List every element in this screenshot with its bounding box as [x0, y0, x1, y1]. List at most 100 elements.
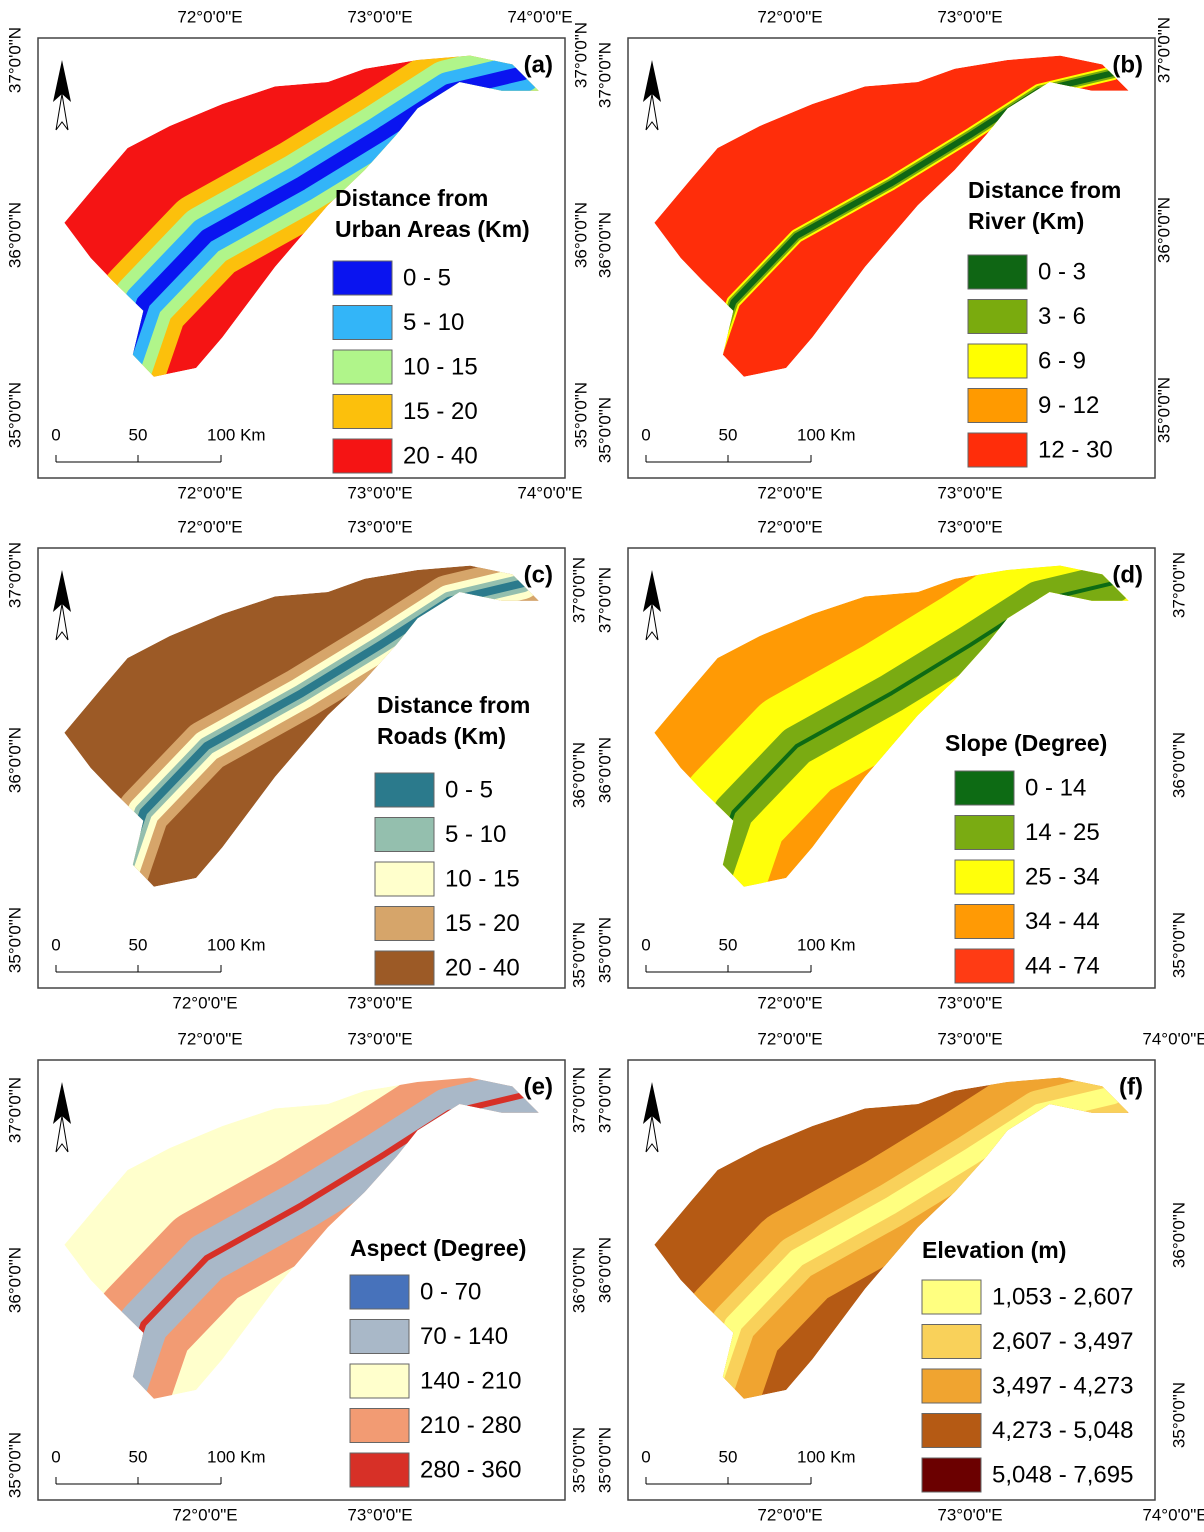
- legend-swatch: [968, 389, 1027, 423]
- lon-label: 72°0'0"E: [757, 7, 822, 26]
- legend-label: 6 - 9: [1038, 347, 1086, 374]
- legend-label: 0 - 3: [1038, 258, 1086, 285]
- lon-label: 73°0'0"E: [347, 1029, 412, 1048]
- legend-label: 4,273 - 5,048: [992, 1417, 1133, 1444]
- lon-label: 72°0'0"E: [757, 1505, 822, 1524]
- lon-label: 73°0'0"E: [347, 517, 412, 536]
- legend-swatch: [922, 1280, 981, 1314]
- lat-label: 35°0'0"N: [5, 1432, 24, 1498]
- legend-label: 5,048 - 7,695: [992, 1461, 1133, 1488]
- scale-label: 50: [129, 935, 148, 954]
- legend-title: Roads (Km): [377, 723, 506, 749]
- legend-label: 20 - 40: [445, 954, 520, 981]
- panel-label: (e): [524, 1073, 553, 1100]
- lon-label: 73°0'0"E: [937, 1505, 1002, 1524]
- legend-label: 25 - 34: [1025, 863, 1100, 890]
- lon-label: 74°0'0"E: [517, 483, 582, 502]
- legend-label: 12 - 30: [1038, 436, 1113, 463]
- lat-label: 37°0'0"N: [5, 542, 24, 608]
- panel-label: (f): [1119, 1073, 1143, 1100]
- lat-label: 36°0'0"N: [595, 737, 614, 803]
- scale-label: 0: [641, 1447, 650, 1466]
- scale-label: 50: [719, 935, 738, 954]
- legend-swatch: [968, 433, 1027, 467]
- legend-title: Distance from: [377, 692, 530, 718]
- legend-title: Urban Areas (Km): [335, 216, 530, 242]
- legend-swatch: [968, 255, 1027, 289]
- panel-label: (a): [524, 51, 553, 78]
- scale-label: 100 Km: [207, 1447, 266, 1466]
- panel-label: (c): [524, 561, 553, 588]
- legend-label: 2,607 - 3,497: [992, 1328, 1133, 1355]
- lon-label: 74°0'0"E: [1142, 1505, 1204, 1524]
- panel-label: (b): [1112, 51, 1143, 78]
- lat-label: 35°0'0"N: [5, 382, 24, 448]
- legend-label: 5 - 10: [445, 821, 506, 848]
- legend-label: 15 - 20: [403, 398, 478, 425]
- lon-label: 73°0'0"E: [347, 7, 412, 26]
- legend-title: Slope (Degree): [945, 730, 1107, 756]
- lat-label: 37°0'0"N: [1154, 17, 1173, 83]
- scale-label: 100 Km: [207, 935, 266, 954]
- lat-label: 36°0'0"N: [5, 1247, 24, 1313]
- lon-label: 72°0'0"E: [172, 1505, 237, 1524]
- legend-swatch: [922, 1458, 981, 1492]
- legend-label: 0 - 70: [420, 1278, 481, 1305]
- legend-label: 3 - 6: [1038, 303, 1086, 330]
- legend-label: 280 - 360: [420, 1456, 521, 1483]
- legend-label: 1,053 - 2,607: [992, 1283, 1133, 1310]
- legend-swatch: [350, 1409, 409, 1443]
- legend-swatch: [955, 949, 1014, 983]
- legend-swatch: [968, 300, 1027, 334]
- legend-swatch: [968, 344, 1027, 378]
- lon-label: 72°0'0"E: [177, 483, 242, 502]
- lon-label: 72°0'0"E: [177, 517, 242, 536]
- legend-label: 70 - 140: [420, 1323, 508, 1350]
- legend-swatch: [350, 1275, 409, 1309]
- legend-swatch: [955, 771, 1014, 805]
- lat-label: 35°0'0"N: [595, 1427, 614, 1493]
- lon-label: 73°0'0"E: [347, 993, 412, 1012]
- lon-label: 72°0'0"E: [172, 993, 237, 1012]
- lon-label: 72°0'0"E: [757, 993, 822, 1012]
- legend-swatch: [922, 1325, 981, 1359]
- lon-label: 74°0'0"E: [507, 7, 572, 26]
- legend-title: Aspect (Degree): [350, 1235, 526, 1261]
- legend-label: 0 - 5: [403, 264, 451, 291]
- legend-title: River (Km): [968, 208, 1084, 234]
- figure: (a) 72°0'0"E 73°0'0"E 74°0'0"E 72°0'0"E 73°0'…: [0, 0, 1204, 1527]
- legend-title: Distance from: [968, 177, 1121, 203]
- lon-label: 74°0'0"E: [1142, 1029, 1204, 1048]
- legend-swatch: [375, 818, 434, 852]
- scale-label: 50: [719, 1447, 738, 1466]
- lat-label: 37°0'0"N: [595, 567, 614, 633]
- lat-label: 36°0'0"N: [571, 202, 590, 268]
- legend-swatch: [922, 1369, 981, 1403]
- lon-label: 72°0'0"E: [757, 517, 822, 536]
- legend-label: 5 - 10: [403, 309, 464, 336]
- legend-label: 15 - 20: [445, 910, 520, 937]
- lat-label: 37°0'0"N: [571, 22, 590, 88]
- legend-label: 10 - 15: [445, 865, 520, 892]
- scale-label: 50: [719, 425, 738, 444]
- scale-label: 0: [51, 1447, 60, 1466]
- lat-label: 37°0'0"N: [569, 557, 588, 623]
- scale-label: 50: [129, 425, 148, 444]
- lat-label: 36°0'0"N: [1154, 197, 1173, 263]
- legend-swatch: [333, 350, 392, 384]
- lon-label: 73°0'0"E: [937, 517, 1002, 536]
- scale-label: 50: [129, 1447, 148, 1466]
- lon-label: 72°0'0"E: [177, 1029, 242, 1048]
- lat-label: 35°0'0"N: [569, 922, 588, 988]
- lat-label: 36°0'0"N: [595, 1237, 614, 1303]
- scale-label: 100 Km: [797, 1447, 856, 1466]
- scale-label: 100 Km: [797, 935, 856, 954]
- legend-swatch: [955, 905, 1014, 939]
- lat-label: 36°0'0"N: [1169, 1202, 1188, 1268]
- lat-label: 35°0'0"N: [595, 917, 614, 983]
- legend-swatch: [955, 860, 1014, 894]
- lat-label: 37°0'0"N: [5, 1077, 24, 1143]
- legend-label: 14 - 25: [1025, 819, 1100, 846]
- legend-swatch: [350, 1453, 409, 1487]
